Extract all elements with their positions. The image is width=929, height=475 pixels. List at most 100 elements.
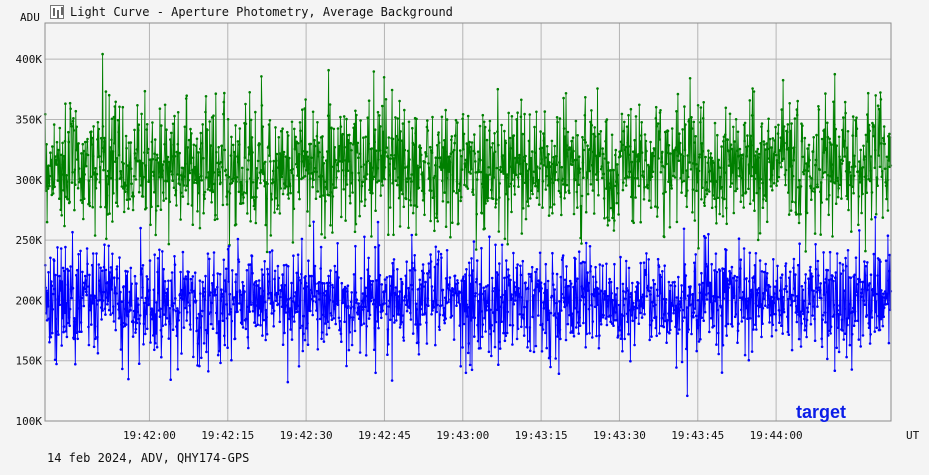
data-point (459, 291, 463, 294)
data-point (884, 184, 888, 188)
data-point (489, 146, 493, 149)
data-point (131, 335, 135, 338)
data-point (613, 184, 617, 188)
data-point (567, 284, 571, 288)
data-point (779, 136, 783, 139)
data-point (278, 295, 282, 299)
data-point (147, 303, 151, 306)
data-point (738, 174, 741, 178)
data-point (541, 322, 544, 326)
data-point (840, 197, 843, 200)
data-point (760, 270, 764, 273)
data-point (648, 178, 652, 181)
data-point (678, 141, 682, 145)
data-point (466, 315, 469, 318)
data-point (212, 273, 215, 277)
data-point (701, 297, 704, 301)
data-point (330, 314, 333, 317)
data-point (70, 296, 73, 300)
data-point (312, 170, 316, 173)
data-point (263, 179, 266, 182)
data-point (78, 299, 82, 302)
data-point (823, 281, 826, 284)
data-point (135, 148, 139, 151)
data-point (699, 306, 703, 309)
data-point (845, 146, 849, 150)
data-point (79, 249, 82, 253)
data-point (793, 287, 796, 290)
data-point (188, 169, 191, 172)
data-point (247, 159, 250, 162)
data-point (695, 189, 698, 193)
data-point (765, 277, 768, 280)
data-point (365, 173, 369, 176)
data-point (496, 273, 500, 276)
data-point (880, 142, 883, 145)
data-point (286, 265, 290, 268)
data-point (534, 179, 538, 183)
data-point (757, 314, 760, 318)
data-point (215, 331, 219, 335)
data-point (583, 138, 586, 142)
data-point (527, 139, 531, 143)
data-point (708, 190, 711, 193)
data-point (256, 284, 260, 287)
data-point (775, 279, 778, 283)
data-point (468, 140, 471, 144)
data-point (277, 166, 280, 169)
data-point (116, 118, 120, 122)
data-point (801, 155, 805, 159)
data-point (627, 153, 631, 157)
data-point (687, 118, 691, 121)
data-point (259, 168, 263, 172)
data-point (175, 325, 178, 328)
data-point (812, 289, 815, 293)
data-point (835, 176, 839, 180)
data-point (879, 317, 883, 321)
data-point (370, 147, 374, 150)
data-point (213, 218, 217, 222)
data-point (834, 276, 837, 280)
data-point (339, 332, 343, 336)
data-point (461, 113, 465, 116)
data-point (445, 301, 448, 305)
data-point (532, 294, 535, 297)
data-point (500, 123, 503, 127)
data-point (551, 272, 555, 275)
data-point (325, 281, 329, 285)
data-point (592, 212, 596, 215)
data-point (493, 345, 497, 349)
data-point (695, 319, 699, 322)
data-point (384, 98, 388, 101)
data-point (418, 287, 421, 291)
data-point (583, 114, 587, 117)
data-point (834, 127, 838, 131)
data-point (633, 160, 637, 164)
data-point (872, 293, 875, 297)
data-point (787, 213, 791, 216)
data-point (519, 264, 522, 268)
data-point (671, 154, 674, 157)
data-point (802, 172, 806, 176)
data-point (490, 177, 494, 181)
data-point (273, 184, 277, 187)
data-point (576, 206, 579, 209)
data-point (812, 136, 815, 139)
data-point (505, 192, 508, 196)
data-point (273, 277, 276, 281)
data-point (151, 121, 154, 124)
data-point (355, 301, 358, 304)
data-point (609, 320, 612, 324)
data-point (239, 290, 242, 294)
data-point (871, 287, 875, 291)
data-point (229, 310, 233, 314)
data-point (448, 155, 451, 158)
data-point (367, 142, 370, 145)
data-point (413, 269, 417, 272)
data-point (425, 155, 428, 158)
data-point (102, 290, 105, 294)
data-point (719, 166, 723, 170)
data-point (792, 257, 796, 261)
light-curve-icon[interactable] (50, 5, 64, 19)
